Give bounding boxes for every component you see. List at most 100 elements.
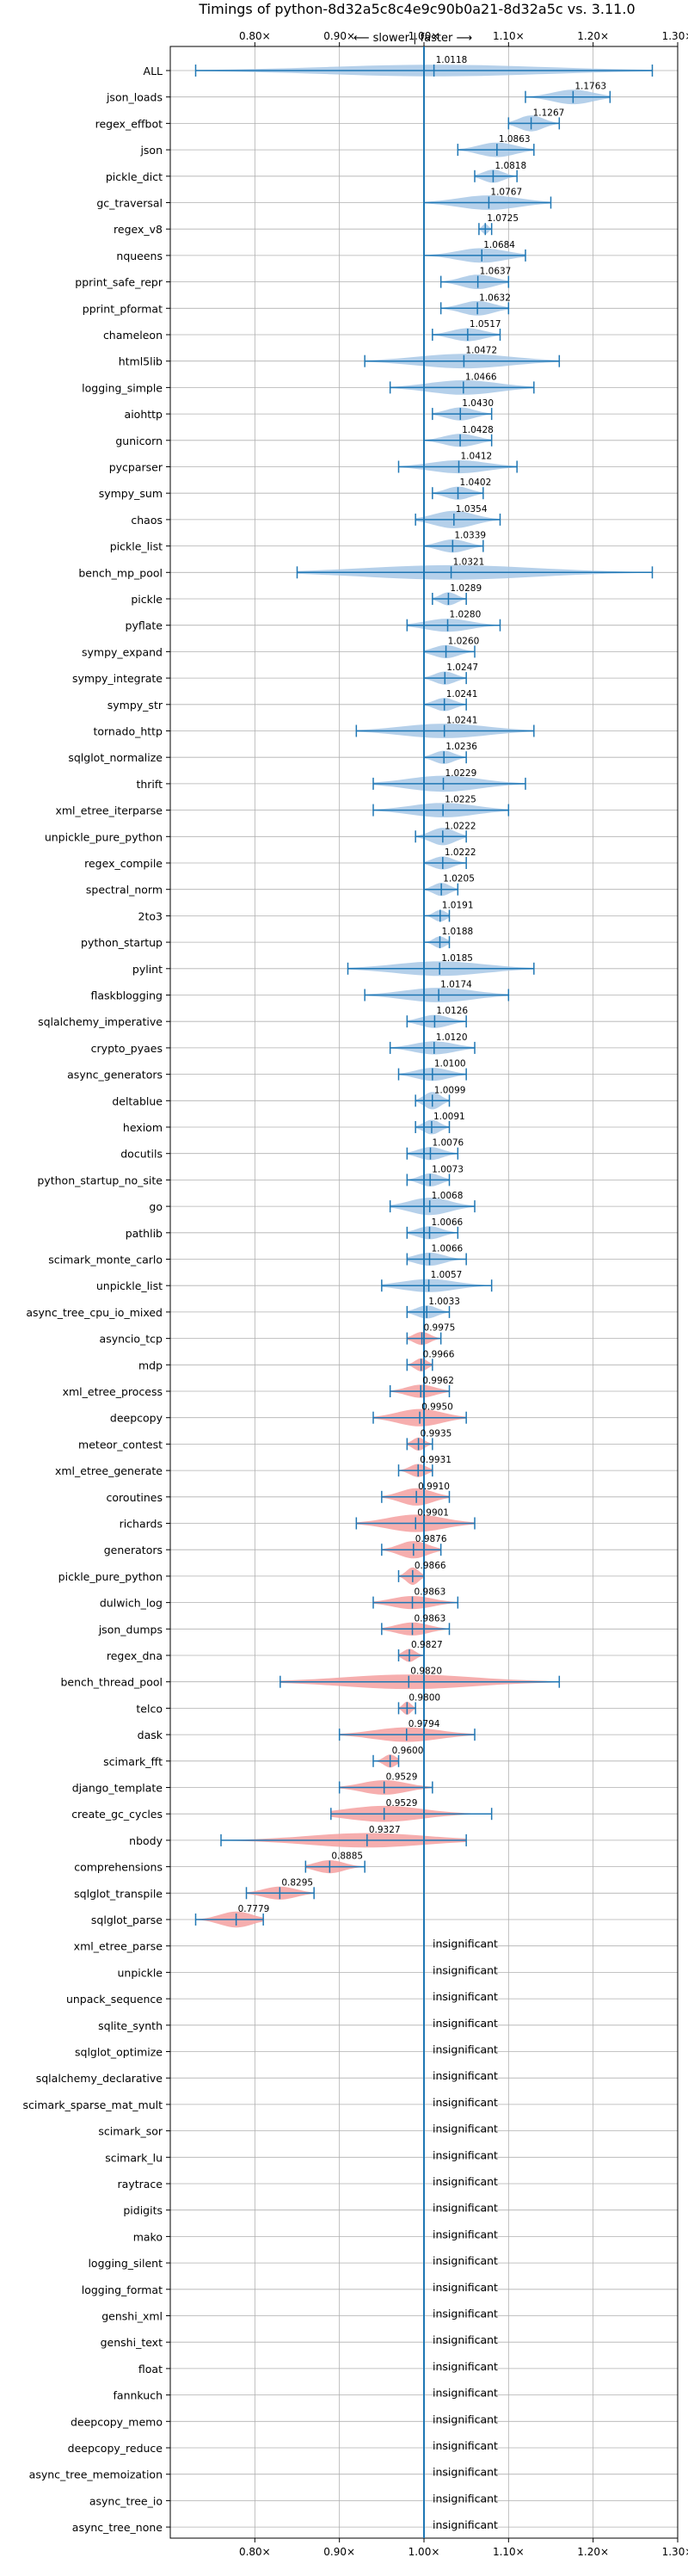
benchmark-label: pprint_safe_repr — [75, 276, 163, 289]
benchmark-label: sympy_integrate — [72, 672, 163, 685]
benchmark-label: thrift — [136, 778, 163, 791]
value-label: 1.0339 — [454, 531, 486, 541]
value-label: 0.7779 — [238, 1904, 270, 1914]
benchmark-label: spectral_norm — [86, 884, 163, 897]
value-label: 0.9876 — [415, 1534, 447, 1544]
benchmark-label: unpickle_pure_python — [45, 830, 163, 843]
value-label: 0.9931 — [420, 1455, 452, 1465]
benchmark-label: float — [138, 2363, 163, 2376]
insignificant-label: insignificant — [433, 2096, 498, 2109]
value-label: 1.1763 — [574, 82, 606, 92]
x-tick-label-top: 1.10× — [493, 30, 525, 42]
benchmark-label: json — [139, 144, 163, 157]
value-label: 1.0076 — [432, 1138, 464, 1149]
value-label: 1.0126 — [436, 1006, 468, 1016]
benchmark-label: create_gc_cycles — [71, 1808, 163, 1821]
value-label: 1.0174 — [440, 980, 472, 990]
benchmark-label: regex_compile — [84, 857, 163, 870]
value-label: 0.9962 — [422, 1376, 454, 1386]
benchmark-label: regex_v8 — [114, 223, 163, 236]
insignificant-label: insignificant — [433, 2148, 498, 2161]
value-label: 0.9975 — [424, 1323, 456, 1334]
insignificant-label: insignificant — [433, 2492, 498, 2505]
benchmark-label: asyncio_tcp — [100, 1333, 163, 1346]
value-label: 1.0767 — [490, 188, 522, 198]
benchmark-label: ALL — [144, 65, 163, 77]
benchmark-label: unpickle_list — [96, 1279, 163, 1292]
benchmark-label: scimark_lu — [105, 2151, 163, 2164]
benchmark-label: html5lib — [119, 355, 163, 368]
benchmark-label: pprint_pformat — [83, 302, 163, 315]
benchmark-label: pycparser — [109, 461, 163, 474]
insignificant-label: insignificant — [433, 2413, 498, 2425]
value-label: 0.9794 — [408, 1719, 440, 1729]
insignificant-label: insignificant — [433, 2123, 498, 2135]
value-label: 1.0354 — [456, 504, 488, 515]
value-label: 1.0068 — [432, 1191, 464, 1201]
benchmark-label: async_tree_memoization — [29, 2468, 163, 2481]
insignificant-label: insignificant — [433, 2466, 498, 2479]
value-label: 0.9827 — [411, 1640, 443, 1650]
benchmark-label: scimark_fft — [103, 1755, 163, 1768]
benchmark-label: sqlglot_normalize — [68, 751, 163, 764]
benchmark-label: regex_dna — [107, 1649, 163, 1662]
chart-title: Timings of python-8d32a5c8c4e9c90b0a21-8… — [198, 1, 635, 17]
value-label: 0.9966 — [423, 1349, 455, 1359]
insignificant-label: insignificant — [433, 2202, 498, 2215]
value-label: 1.0466 — [465, 372, 497, 382]
insignificant-label: insignificant — [433, 2333, 498, 2346]
benchmark-label: pickle — [131, 593, 163, 606]
value-label: 1.0472 — [465, 346, 497, 356]
benchmark-label: sympy_str — [108, 699, 163, 712]
benchmark-label: logging_silent — [88, 2257, 163, 2270]
value-label: 1.0120 — [436, 1032, 468, 1043]
value-label: 1.0236 — [445, 742, 477, 752]
value-label: 1.0684 — [483, 240, 515, 250]
benchmark-label: pyflate — [126, 619, 163, 632]
value-label: 0.9866 — [415, 1561, 446, 1571]
benchmark-label: generators — [104, 1544, 163, 1556]
benchmark-label: sqlalchemy_declarative — [36, 2072, 163, 2085]
benchmark-label: fannkuch — [114, 2389, 163, 2402]
value-label: 1.0066 — [431, 1244, 463, 1254]
value-label: 0.8885 — [331, 1852, 363, 1862]
benchmark-label: nqueens — [116, 250, 163, 262]
benchmark-label: dask — [138, 1729, 163, 1741]
x-tick-label-bottom: 1.00× — [408, 2546, 440, 2558]
value-label: 1.0247 — [446, 662, 478, 673]
value-label: 1.0517 — [470, 319, 501, 330]
benchmark-label: async_generators — [67, 1069, 163, 1082]
benchmark-label: genshi_xml — [101, 2310, 163, 2323]
value-label: 1.0818 — [494, 161, 526, 171]
benchmark-label: bench_thread_pool — [60, 1676, 163, 1689]
benchmark-label: nbody — [129, 1834, 163, 1847]
value-label: 1.0863 — [499, 134, 531, 145]
value-label: 1.0289 — [450, 583, 482, 594]
benchmark-label: xml_etree_parse — [74, 1940, 163, 1953]
benchmark-label: chaos — [131, 514, 163, 527]
benchmark-label: gc_traversal — [96, 197, 163, 210]
benchmark-label: unpack_sequence — [66, 1993, 163, 2006]
benchmark-label: deepcopy_memo — [71, 2415, 163, 2428]
x-tick-label-bottom: 1.10× — [493, 2546, 525, 2558]
x-tick-label-bottom: 0.80× — [239, 2546, 271, 2558]
benchmark-label: xml_etree_process — [63, 1385, 163, 1398]
direction-label: ⟵ slower | faster ⟶ — [353, 32, 472, 45]
label-layer: ALL 1.0118 json_loads 1.1763 regex_effbot 1.1… — [23, 55, 607, 2534]
value-label: 1.0412 — [461, 452, 493, 462]
benchmark-label: json_loads — [106, 91, 163, 104]
benchmark-label: sqlite_synth — [98, 2019, 163, 2032]
benchmark-label: comprehensions — [74, 1861, 163, 1874]
value-label: 0.9950 — [421, 1402, 453, 1413]
x-tick-label-bottom: 0.90× — [323, 2546, 355, 2558]
violin-layer — [194, 65, 654, 1928]
insignificant-label: insignificant — [433, 2439, 498, 2452]
x-tick-label-top: 0.80× — [239, 30, 271, 42]
benchmark-label: chameleon — [103, 329, 163, 342]
benchmark-label: django_template — [72, 1782, 163, 1795]
value-label: 0.9901 — [417, 1508, 449, 1519]
value-label: 1.0725 — [487, 213, 519, 224]
